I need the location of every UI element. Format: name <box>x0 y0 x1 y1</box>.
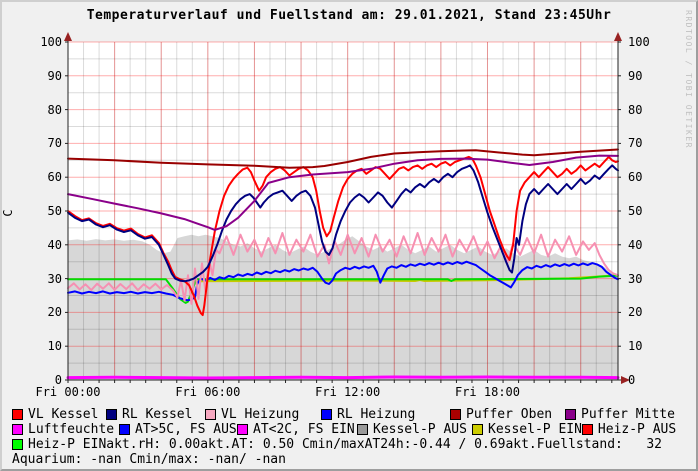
legend-label: akt.AT: 0.50 C <box>200 437 310 452</box>
legend-swatch-icon <box>357 424 368 435</box>
line-vl-heizung <box>67 232 619 305</box>
legend-item: min/max: -nan/ -nan <box>137 452 286 467</box>
legend-item: RL Kessel <box>106 407 205 422</box>
legend-item: Luftfeuchte <box>12 422 119 437</box>
y-tick-label-right: 0 <box>628 373 636 387</box>
legend-swatch-icon <box>237 424 248 435</box>
legend-label: VL Kessel <box>28 407 99 422</box>
legend-item: Heiz-P EIN <box>12 437 106 452</box>
legend-label: Kessel-P EIN <box>488 422 582 437</box>
legend-swatch-icon <box>321 409 332 420</box>
legend-item: Heiz-P AUS <box>581 422 677 437</box>
legend-item: akt.Fuellstand: 32 <box>505 437 662 452</box>
up-arrow-icon <box>64 32 72 41</box>
legend-item: VL Kessel <box>12 407 106 422</box>
legend-item: akt.rH: 0.00 <box>106 437 200 452</box>
chart-plot-area <box>64 32 630 384</box>
y-tick-label-right: 30 <box>628 271 643 286</box>
legend-item: Aquarium: -nan C <box>12 452 137 467</box>
x-tick-label: Fri 00:00 <box>35 385 101 399</box>
y-tick-label-left: 70 <box>47 136 62 151</box>
legend-swatch-icon <box>106 409 117 420</box>
legend-item: Puffer Oben <box>450 407 565 422</box>
y-tick-label-right: 10 <box>628 339 643 354</box>
legend-label: Heiz-P AUS <box>597 422 677 437</box>
legend-item: RL Heizung <box>321 407 450 422</box>
legend-label: min/max: -nan/ -nan <box>137 452 286 467</box>
y-tick-label-left: 50 <box>47 204 62 218</box>
legend-item: min/maxAT24h:-0.44 / 0.69 <box>310 437 506 452</box>
y-tick-label-left: 90 <box>47 68 62 83</box>
y-tick-label-left: 0 <box>54 373 62 387</box>
rrdtool-watermark: RRDTOOL / TOBI OETIKER <box>684 10 693 149</box>
legend-label: Aquarium: -nan C <box>12 452 138 467</box>
legend: VL Kessel RL Kessel VL Heizung RL Heizung Pu… <box>12 407 692 467</box>
y-tick-label-left: 20 <box>47 305 62 320</box>
legend-swatch-icon <box>12 409 23 420</box>
legend-item: AT<2C, FS EIN <box>237 422 357 437</box>
legend-swatch-icon <box>12 424 23 435</box>
x-tick-label: Fri 18:00 <box>454 385 520 399</box>
legend-label: AT>5C, FS AUS <box>135 422 237 437</box>
legend-item: Kessel-P AUS <box>357 422 472 437</box>
legend-label: VL Heizung <box>221 407 300 422</box>
legend-label: AT<2C, FS EIN <box>253 422 355 437</box>
y-tick-label-left: 30 <box>47 271 62 286</box>
y-tick-label-right: 100 <box>628 35 650 49</box>
y-tick-label-right: 20 <box>628 305 643 320</box>
legend-label: Puffer Oben <box>466 407 553 422</box>
x-tick-label: Fri 06:00 <box>175 385 241 399</box>
y-tick-label-right: 60 <box>628 170 643 185</box>
legend-item: Kessel-P EIN <box>472 422 582 437</box>
y-tick-label-right: 40 <box>628 237 643 252</box>
legend-label: min/maxAT24h:-0.44 / 0.69 <box>309 437 506 452</box>
legend-swatch-icon <box>450 409 461 420</box>
y-tick-label-right: 80 <box>628 102 643 117</box>
legend-swatch-icon <box>565 409 576 420</box>
line-rl-kessel <box>67 164 619 283</box>
legend-label: akt.rH: 0.00 <box>106 437 201 452</box>
y-tick-label-right: 50 <box>628 204 643 218</box>
line-luftfeuchte-at-2c-fs-ein <box>66 375 620 380</box>
y-tick-label-right: 90 <box>628 68 643 83</box>
legend-label: Luftfeuchte <box>28 422 115 437</box>
legend-label: Puffer Mitte <box>581 407 675 422</box>
legend-swatch-icon <box>581 424 593 435</box>
y-tick-label-left: 10 <box>47 339 62 354</box>
legend-row: Luftfeuchte AT>5C, FS AUS AT<2C, FS EIN Kes… <box>12 422 692 437</box>
y-tick-label-left: 60 <box>47 170 62 185</box>
x-tick-label: Fri 12:00 <box>315 385 381 399</box>
legend-item: VL Heizung <box>205 407 321 422</box>
up-arrow-icon <box>614 32 622 41</box>
legend-item: akt.AT: 0.50 C <box>200 437 310 452</box>
legend-label: Kessel-P AUS <box>373 422 467 437</box>
legend-item: AT>5C, FS AUS <box>119 422 237 437</box>
legend-label: Heiz-P EIN <box>28 437 107 452</box>
legend-label: RL Kessel <box>122 407 193 422</box>
area-kessel-p-aus <box>68 234 618 380</box>
y-tick-label-left: 100 <box>40 35 62 49</box>
legend-swatch-icon <box>12 439 23 450</box>
chart-title: Temperaturverlauf und Fuellstand am: 29.… <box>86 8 612 23</box>
legend-label: RL Heizung <box>337 407 416 422</box>
legend-swatch-icon <box>205 409 216 420</box>
legend-label: akt.Fuellstand: 32 <box>505 437 662 452</box>
y-tick-label-right: 70 <box>628 136 643 151</box>
y-tick-label-left: 80 <box>47 102 62 117</box>
legend-item: Puffer Mitte <box>565 407 675 422</box>
line-puffer-oben <box>67 148 619 169</box>
right-arrow-icon <box>621 376 630 384</box>
legend-swatch-icon <box>472 424 483 435</box>
legend-row: VL Kessel RL Kessel VL Heizung RL Heizung Pu… <box>12 407 692 422</box>
line-vl-kessel <box>67 155 619 317</box>
legend-swatch-icon <box>119 424 130 435</box>
line-puffer-mitte <box>67 154 619 231</box>
y-tick-label-left: 40 <box>47 237 62 252</box>
